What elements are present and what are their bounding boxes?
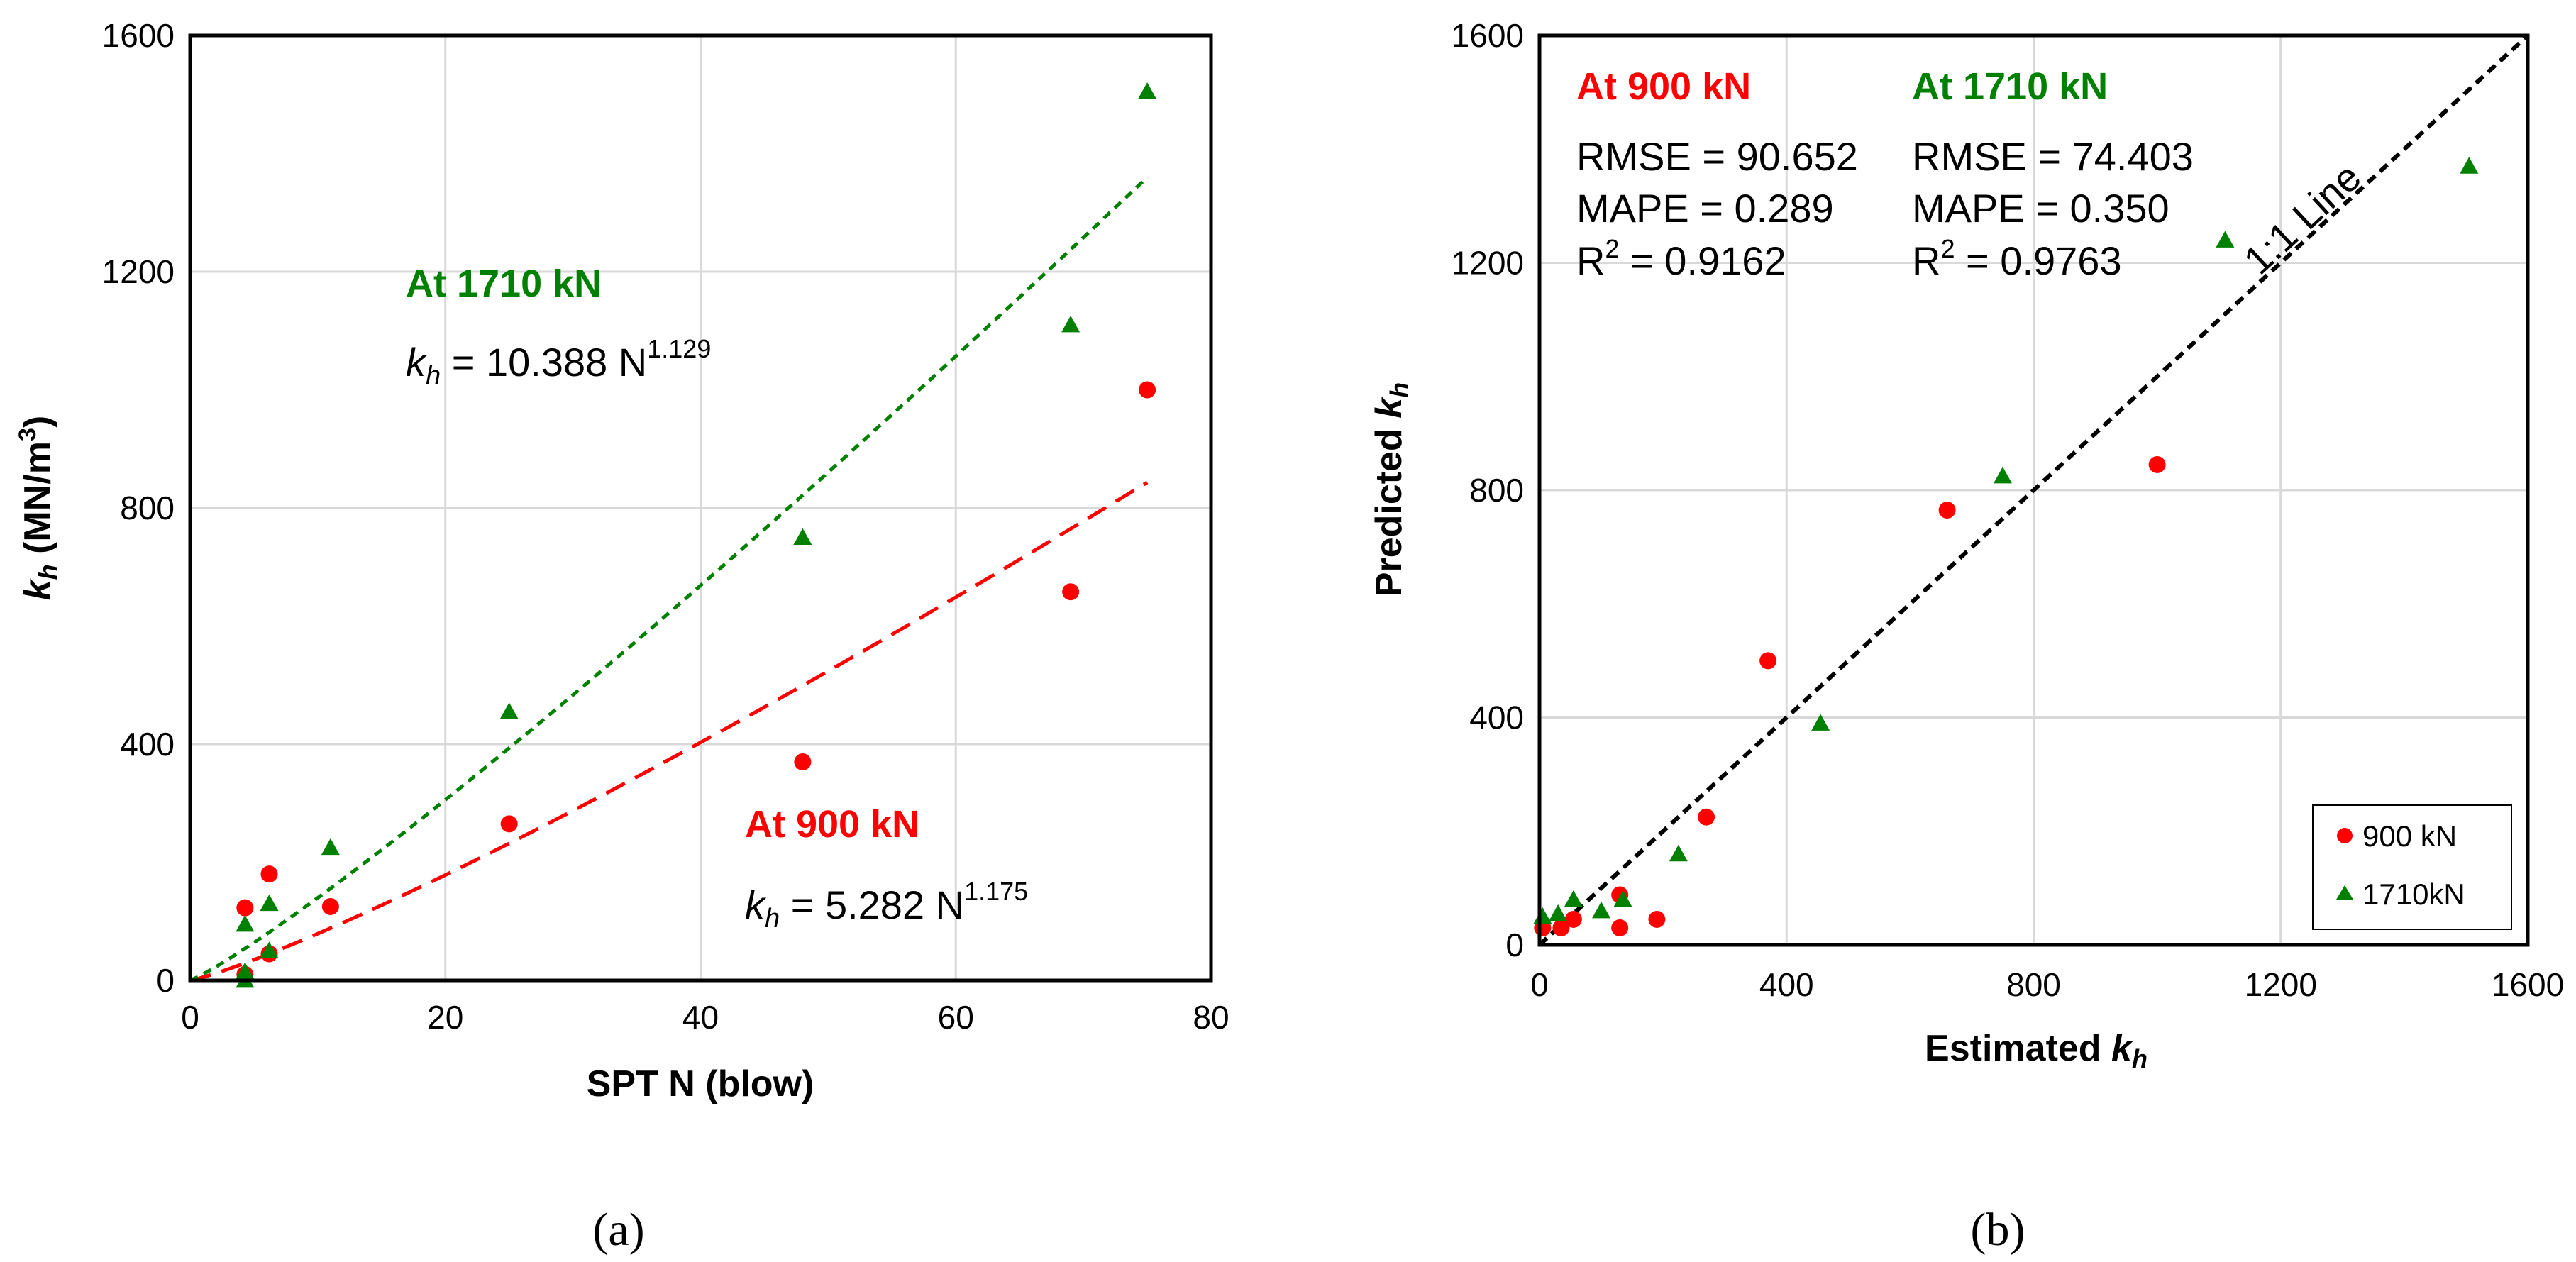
y-tick-label: 800 [120,489,175,526]
chart-b-green-mape: MAPE = 0.350 [1912,186,2169,231]
x-tick-label: 20 [427,999,463,1036]
x-tick-label: 60 [938,999,974,1036]
y-tick-label: 400 [120,726,175,763]
chart-a-red-equation: kh = 5.282 N1.175 [745,877,1028,934]
x-tick-label: 0 [1530,966,1549,1003]
chart-panel-b: 0 400 800 1200 1600 0 400 800 1200 1600 Estimated… [1369,17,2564,1256]
chart-b-red-r2: R2 = 0.9162 [1576,234,1786,283]
data-point-triangle [321,838,340,856]
data-point-circle [1611,919,1629,936]
data-point-circle [1552,919,1570,936]
data-point-circle [500,815,518,833]
x-tick-label: 80 [1193,999,1229,1036]
chart-b-data-points [1533,157,2479,936]
chart-b-green-stats-title: At 1710 kN [1912,65,2108,108]
chart-a-red-title: At 900 kN [745,803,919,846]
x-tick-label: 400 [1759,966,1814,1003]
chart-b-legend-entry-1710: 1710kN [2362,878,2465,911]
x-tick-label: 800 [2006,966,2061,1003]
data-point-triangle [260,894,279,912]
chart-b-y-axis-label: Predicted kh [1369,382,1414,597]
x-tick-label: 40 [682,999,719,1036]
y-tick-label: 0 [1505,926,1524,963]
y-tick-label: 0 [156,962,175,999]
y-tick-label: 1600 [102,17,175,54]
legend-circle-marker [2337,828,2353,843]
data-point-triangle [1549,904,1568,921]
data-point-circle [794,753,812,770]
data-point-triangle [1138,82,1157,99]
data-point-circle [2148,455,2166,473]
data-point-triangle [2460,157,2479,174]
y-tick-label: 1600 [1452,17,1524,54]
chart-b-x-axis-label: Estimated kh [1925,1028,2147,1073]
data-point-triangle [1993,466,2012,484]
chart-b-green-rmse: RMSE = 74.403 [1912,134,2194,179]
legend-triangle-marker [2336,885,2353,900]
data-point-triangle [793,528,812,546]
data-point-triangle [260,941,279,958]
fit-curve [189,176,1149,983]
data-point-circle [1062,583,1080,601]
fit-curve [189,480,1149,983]
chart-b-legend-entry-900: 900 kN [2362,819,2457,853]
data-point-triangle [1613,890,1632,907]
data-point-triangle [2216,231,2235,248]
data-point-triangle [1811,714,1830,731]
data-point-circle [1938,502,1956,519]
data-point-circle [236,899,254,917]
data-point-triangle [1669,844,1688,862]
x-tick-label: 1600 [2492,966,2564,1003]
chart-b-red-rmse: RMSE = 90.652 [1576,134,1858,179]
chart-a-gridlines [190,35,1211,980]
data-point-triangle [1061,315,1080,333]
chart-a-green-equation: kh = 10.388 N1.129 [406,334,711,391]
chart-b-red-stats-title: At 900 kN [1576,65,1751,108]
data-point-circle [1648,910,1666,928]
data-point-circle [321,897,339,915]
chart-a-y-axis-label: kh (MN/m3) [14,416,62,601]
chart-a-green-title: At 1710 kN [406,262,602,305]
chart-b-legend-box [2312,804,2512,930]
y-tick-label: 1200 [102,253,175,290]
chart-a-fit-curves [189,176,1149,983]
y-tick-label: 800 [1469,472,1524,509]
data-point-circle [1759,652,1777,670]
y-tick-label: 400 [1469,699,1524,736]
chart-a-plot-frame [188,33,1213,983]
data-point-triangle [1592,901,1611,919]
y-tick-label: 1200 [1452,245,1524,282]
data-point-circle [1564,910,1582,928]
x-tick-label: 0 [181,999,199,1036]
data-point-triangle [1564,890,1583,907]
data-point-circle [1698,808,1715,826]
data-point-triangle [236,914,255,932]
panel-a-caption: (a) [592,1204,644,1256]
chart-b-plot-frame [1537,33,2530,947]
data-point-circle [1139,381,1156,399]
data-point-triangle [236,962,255,979]
data-point-triangle [1533,907,1552,924]
data-point-triangle [499,702,519,719]
x-tick-label: 1200 [2245,966,2317,1003]
data-point-circle [260,865,278,883]
chart-b-legend: 900 kN 1710kN [2312,804,2512,930]
chart-a-x-axis-label: SPT N (blow) [587,1063,814,1105]
chart-a-data-points [236,82,1157,988]
panel-b-caption: (b) [1971,1204,2025,1256]
chart-b-green-r2: R2 = 0.9763 [1912,234,2122,283]
chart-b-red-mape: MAPE = 0.289 [1576,186,1834,231]
chart-b-reference-line [1537,33,2530,947]
chart-b-tick-labels: 0 400 800 1200 1600 0 400 800 1200 1600 [1452,17,2565,1003]
one-to-one-line [1537,33,2530,947]
